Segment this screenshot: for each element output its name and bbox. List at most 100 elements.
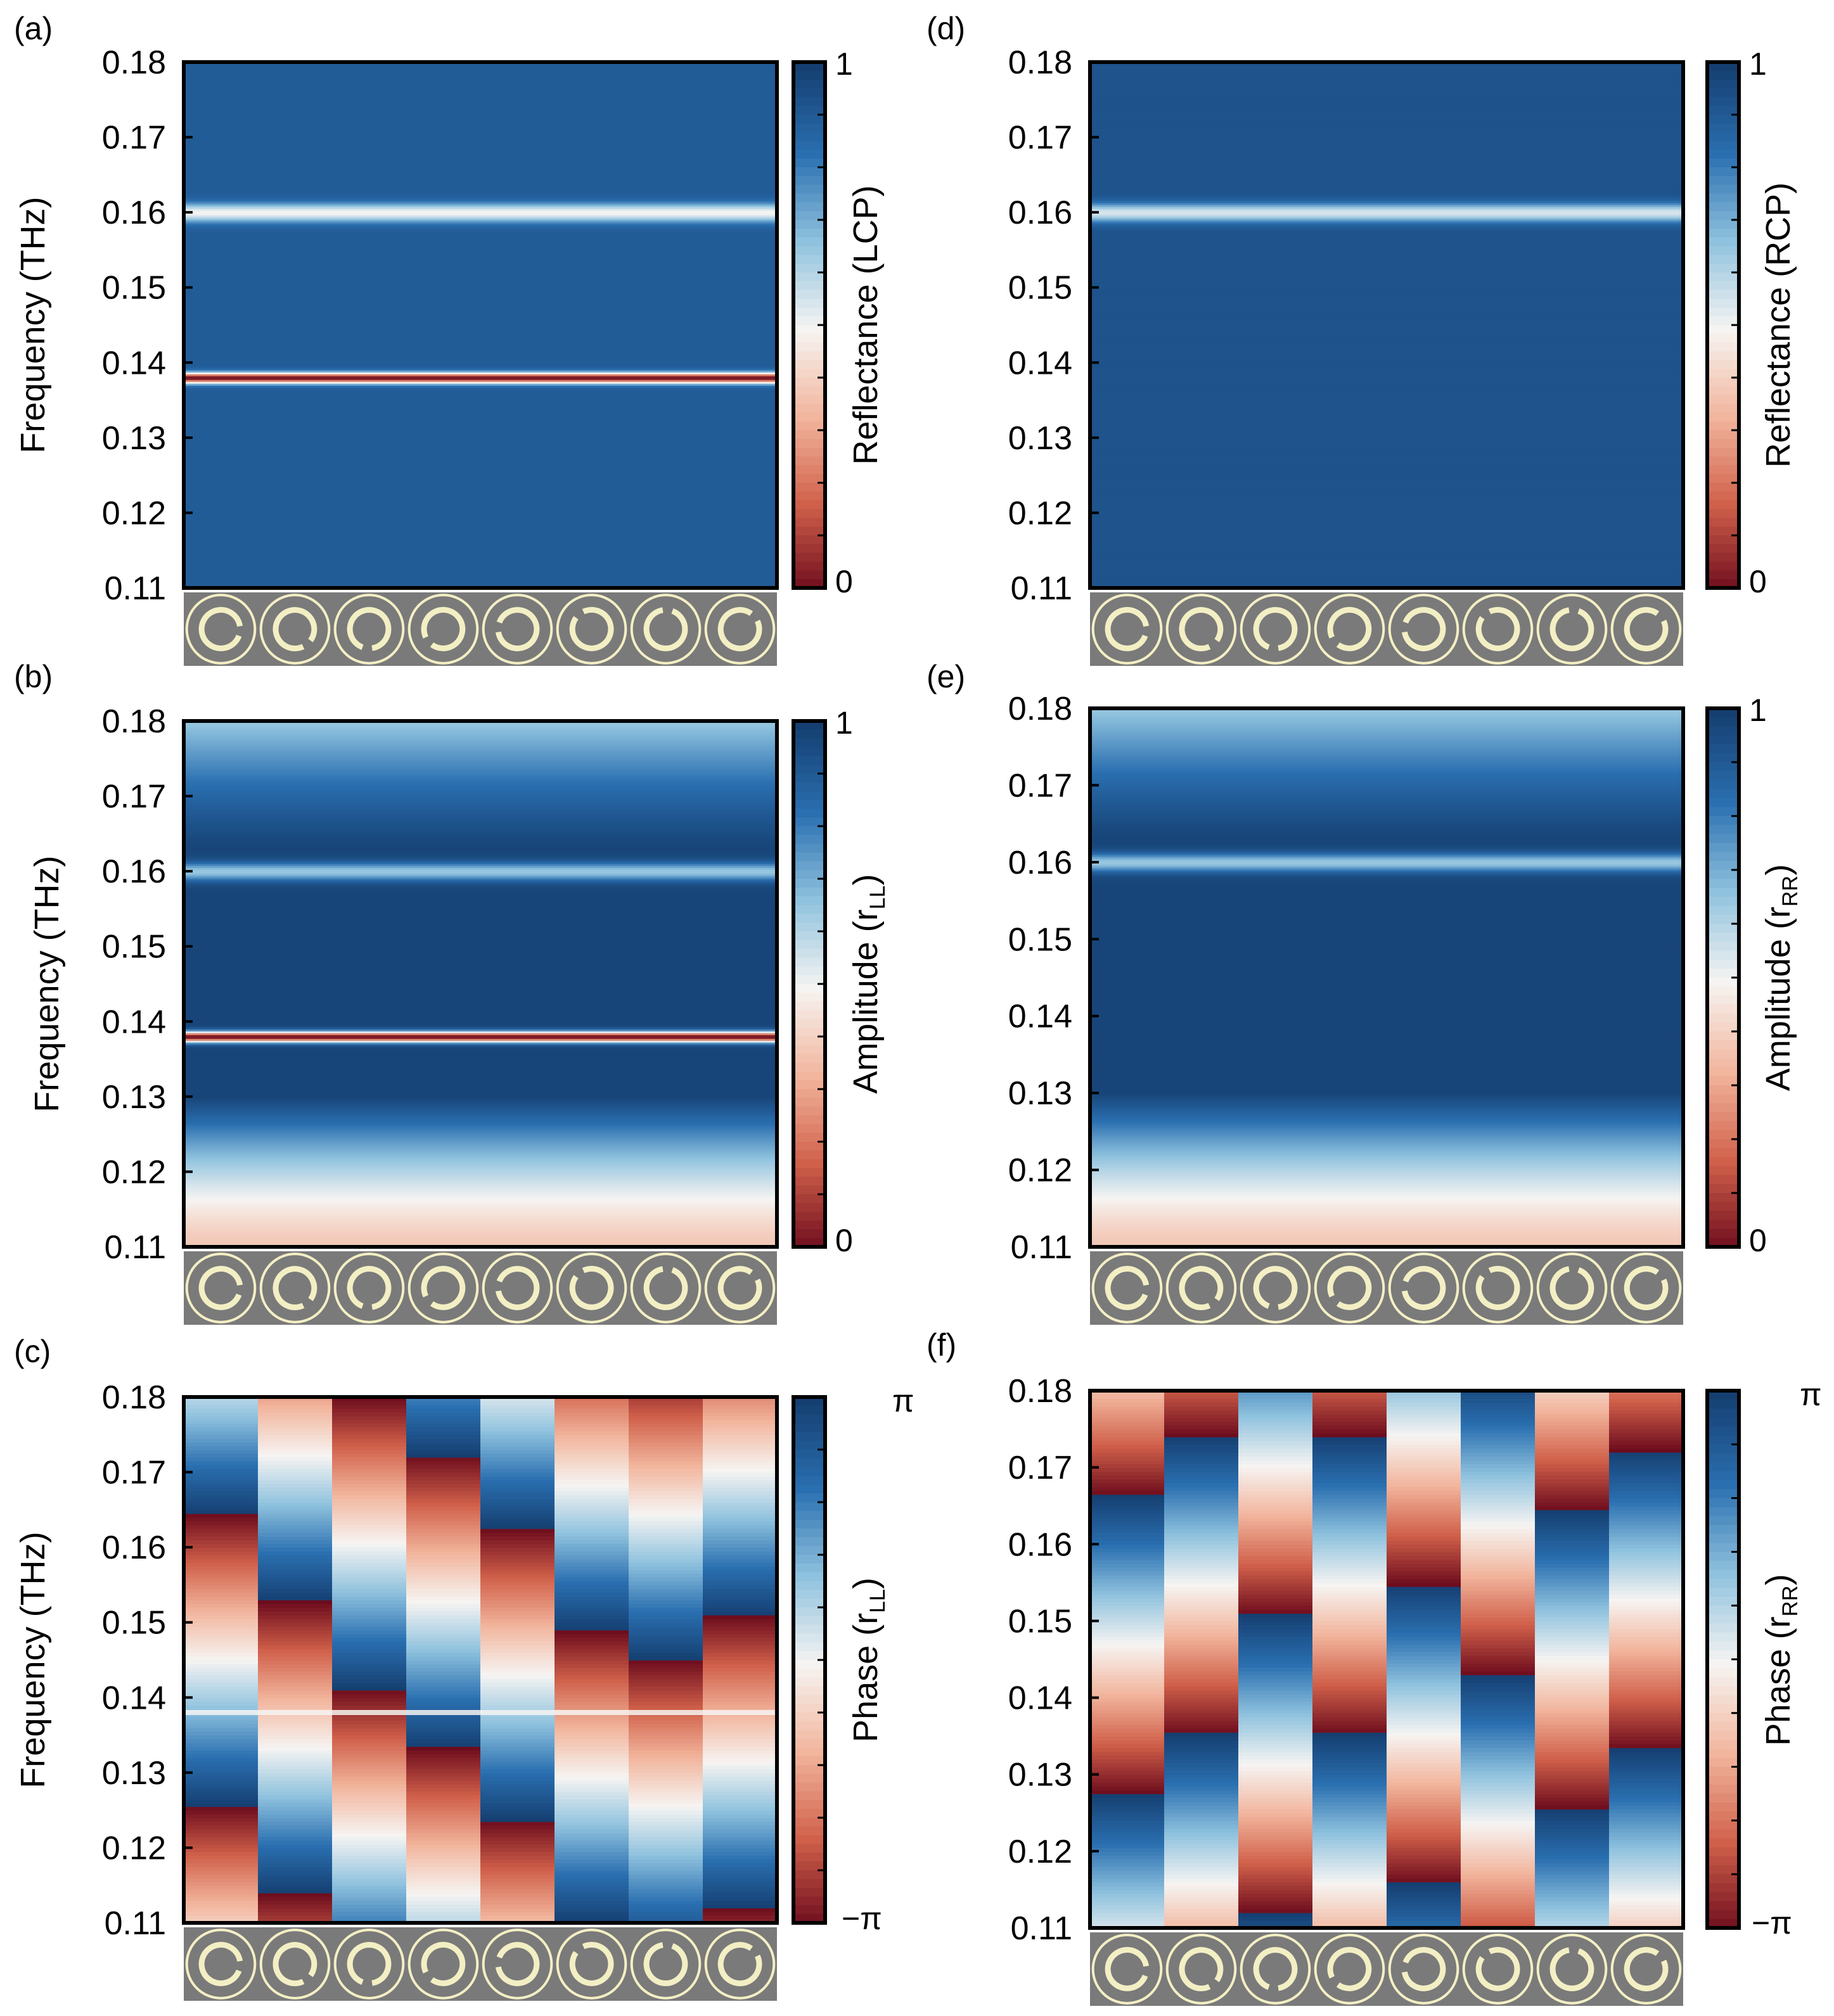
heatmap-cell [555, 1750, 629, 1755]
heatmap-cell [555, 1618, 629, 1623]
heatmap-row [1090, 473, 1683, 476]
heatmap-cell [1535, 1785, 1610, 1790]
heatmap-row [1090, 191, 1683, 195]
heatmap-row [184, 199, 777, 202]
heatmap-cell [1090, 1436, 1165, 1441]
heatmap-cell [258, 1577, 333, 1582]
panel-a: (a) Frequency (THz) 0.180.170.160.150.14… [14, 11, 885, 666]
heatmap-row [1090, 218, 1683, 220]
unit-cell [185, 1253, 257, 1324]
heatmap-cell [184, 1476, 259, 1481]
heatmap-row [184, 782, 777, 786]
heatmap-cell [1461, 1609, 1536, 1614]
heatmap-cell [1535, 1486, 1610, 1491]
heatmap-row [184, 435, 777, 438]
heatmap-cell [332, 1889, 407, 1894]
heatmap-cell [1609, 1770, 1683, 1775]
heatmap-cell [1609, 1643, 1683, 1649]
heatmap-cell [332, 1585, 407, 1590]
heatmap-cell [629, 1569, 703, 1574]
heatmap-row [1090, 283, 1683, 286]
heatmap-row [184, 1173, 777, 1177]
heatmap-cell [1312, 1421, 1387, 1426]
colorbar-swatch [793, 535, 825, 545]
heatmap-cell [1535, 1471, 1610, 1476]
heatmap-row [184, 807, 777, 810]
heatmap-cell [1609, 1402, 1683, 1407]
heatmap-cell [1312, 1394, 1387, 1399]
heatmap-row [184, 509, 777, 512]
heatmap-cell [703, 1502, 777, 1507]
heatmap-row [1090, 464, 1683, 467]
heatmap-row [1090, 291, 1683, 294]
heatmap-cell [406, 1577, 481, 1582]
heatmap-cell [1312, 1782, 1387, 1787]
heatmap-row [184, 931, 777, 934]
heatmap-row [184, 433, 777, 437]
heatmap-row [1090, 125, 1683, 129]
split-ring-resonator [198, 1942, 243, 1986]
heatmap-cell [1090, 1663, 1165, 1668]
heatmap-cell [1461, 1406, 1536, 1411]
heatmap-row [1090, 65, 1683, 68]
heatmap-cell [703, 1904, 777, 1909]
panel-e: (e) 0.180.170.160.150.140.130.120.11 1 0… [927, 659, 1802, 1325]
heatmap-cell [629, 1877, 703, 1882]
heatmap-cell [1535, 1678, 1610, 1683]
heatmap-cell [1090, 1586, 1165, 1591]
heatmap-cell [555, 1844, 629, 1849]
heatmap-row [184, 388, 777, 392]
heatmap-cell [184, 1536, 259, 1541]
heatmap-cell [1312, 1686, 1387, 1691]
heatmap-cell [480, 1622, 555, 1627]
heatmap-cell [703, 1551, 777, 1555]
unit-cell [407, 1929, 479, 2000]
colorbar-swatch [1707, 771, 1739, 781]
heatmap-cell [1312, 1640, 1387, 1645]
heatmap-cell [555, 1881, 629, 1886]
heatmap-cell [406, 1495, 481, 1499]
heatmap-cell [1164, 1451, 1239, 1457]
colorbar-label-sub: RR [1778, 876, 1802, 907]
heatmap-row [1090, 334, 1683, 337]
heatmap-cell [184, 1509, 259, 1514]
heatmap-row [184, 182, 777, 185]
heatmap-cell [1609, 1908, 1683, 1913]
heatmap-cell [1535, 1617, 1610, 1622]
heatmap-cell [1387, 1567, 1461, 1572]
y-tick-label: 0.13 [102, 1755, 166, 1792]
heatmap-cell [184, 1818, 259, 1822]
heatmap-cell [1535, 1555, 1610, 1560]
heatmap-cell [184, 1457, 259, 1462]
heatmap-row [184, 918, 777, 921]
unit-cell [1610, 1253, 1682, 1324]
colorbar-swatch [1707, 1103, 1739, 1113]
heatmap-cell [1387, 1866, 1461, 1871]
heatmap-cell [1535, 1582, 1610, 1587]
heatmap-row [1090, 983, 1683, 986]
heatmap-cell [1535, 1517, 1610, 1522]
heatmap-cell [1461, 1766, 1536, 1771]
heatmap-cell [184, 1649, 259, 1653]
colorbar-swatch [1707, 237, 1739, 247]
heatmap-cell [1090, 1509, 1165, 1514]
colorbar-swatch [793, 561, 825, 571]
heatmap-row [1090, 248, 1683, 251]
heatmap-cell [1238, 1766, 1313, 1771]
heatmap-cell [1164, 1835, 1239, 1841]
heatmap-cell [555, 1802, 629, 1808]
heatmap-cell [480, 1705, 555, 1709]
heatmap-row [184, 267, 777, 269]
heatmap-cell [1609, 1444, 1683, 1449]
colorbar-swatch [793, 1476, 825, 1486]
heatmap-cell [703, 1758, 777, 1762]
heatmap-row [184, 317, 777, 320]
heatmap-cell [1164, 1901, 1239, 1906]
heatmap-cell [1461, 1667, 1536, 1671]
heatmap-cell [703, 1881, 777, 1886]
heatmap-row [184, 1138, 777, 1140]
heatmap-cell [1238, 1747, 1313, 1752]
heatmap-row [184, 497, 777, 501]
heatmap-row [184, 824, 777, 827]
colorbar-swatch [1707, 298, 1739, 309]
